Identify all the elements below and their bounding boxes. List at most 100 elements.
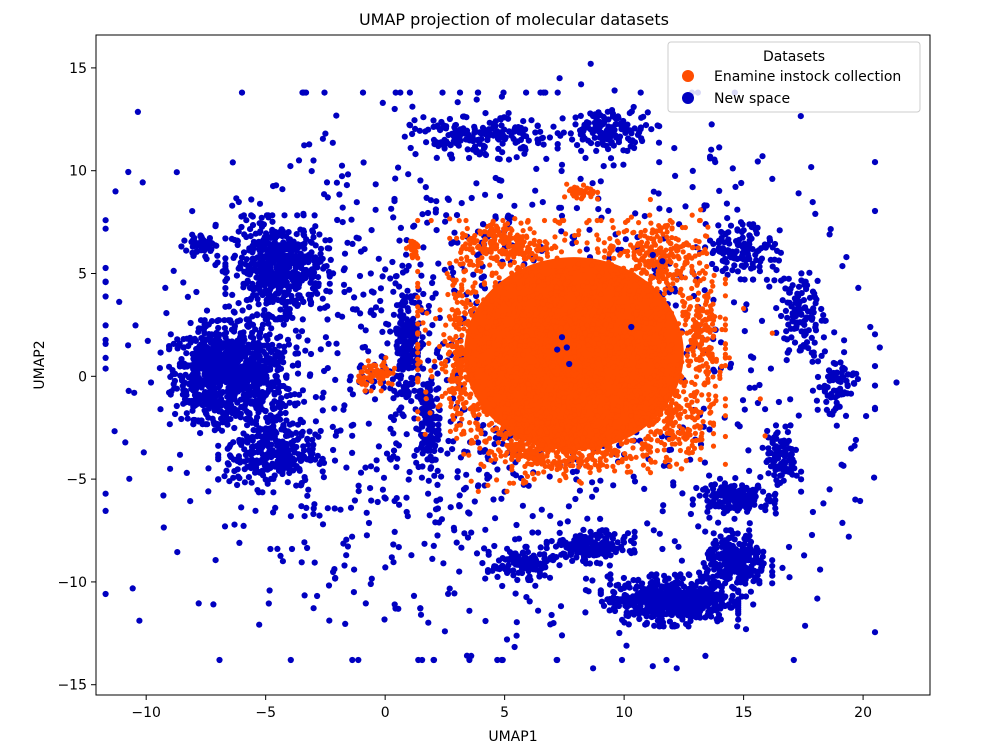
point-new-space [183, 410, 190, 417]
point-new-space [261, 433, 268, 440]
point-new-space [556, 540, 563, 547]
point-new-space [227, 441, 234, 448]
point-new-space [173, 385, 180, 392]
points-layer [102, 60, 900, 672]
point-new-space [193, 345, 200, 353]
point-new-space [253, 433, 261, 440]
point-new-space [271, 398, 278, 405]
point-new-space [417, 261, 424, 268]
point-new-space [204, 360, 211, 368]
point-new-space [255, 362, 262, 369]
point-new-space [435, 142, 442, 150]
point-new-space [708, 492, 716, 499]
point-new-space [660, 584, 668, 591]
point-new-space [231, 252, 238, 259]
point-new-space [266, 281, 273, 288]
point-new-space [548, 611, 555, 619]
point-new-space [228, 235, 235, 242]
point-new-space [387, 275, 394, 282]
point-new-space [756, 577, 763, 585]
point-new-space [288, 292, 295, 300]
point-new-space [631, 528, 638, 536]
point-new-space [271, 271, 278, 278]
point-new-space [234, 337, 241, 344]
point-new-space [484, 471, 491, 478]
point-new-space [319, 394, 326, 401]
point-new-space [641, 587, 649, 594]
point-new-space [721, 561, 728, 568]
point-new-space [546, 473, 553, 480]
point-new-space [288, 249, 295, 256]
point-new-space [246, 304, 253, 311]
point-new-space [725, 601, 732, 608]
point-new-space [490, 496, 497, 503]
point-new-space [558, 161, 566, 168]
point-new-space [398, 360, 405, 367]
point-new-space [183, 350, 190, 357]
point-new-space [373, 457, 380, 464]
point-new-space [456, 89, 464, 96]
point-new-space [669, 623, 676, 630]
point-new-space [749, 486, 757, 493]
point-new-space [234, 481, 241, 489]
point-new-space [268, 379, 275, 386]
point-new-space [651, 612, 658, 620]
point-new-space [294, 370, 302, 377]
point-new-space [730, 555, 737, 562]
point-new-space [731, 489, 738, 496]
point-new-space [839, 519, 846, 527]
point-new-space [429, 322, 436, 329]
plot-area [95, 34, 931, 696]
point-new-space [871, 159, 879, 166]
point-new-space [311, 559, 318, 566]
point-new-space [629, 138, 636, 145]
point-new-space [811, 339, 818, 346]
point-new-space [771, 472, 778, 479]
point-new-space [776, 227, 783, 234]
point-new-space [593, 147, 600, 154]
point-new-space [798, 270, 805, 277]
point-new-space [784, 314, 791, 321]
point-new-space [736, 236, 743, 244]
point-new-space [512, 139, 519, 146]
point-new-space [716, 475, 724, 482]
point-new-space [215, 356, 222, 363]
point-new-space [750, 276, 757, 283]
point-new-space [706, 548, 713, 555]
point-new-space [252, 262, 259, 269]
point-new-space [301, 245, 308, 252]
point-new-space [222, 277, 229, 285]
point-new-space [237, 259, 244, 266]
point-new-space [398, 390, 405, 398]
point-new-space [217, 378, 224, 385]
point-new-space [294, 362, 302, 369]
point-new-space [267, 412, 275, 419]
point-new-space [803, 339, 811, 346]
point-new-space [353, 199, 360, 206]
point-new-space [325, 340, 332, 347]
point-new-space [784, 429, 792, 436]
point-new-space [675, 543, 682, 550]
point-new-space [283, 417, 290, 424]
point-new-space [255, 339, 262, 347]
point-new-space [765, 445, 772, 452]
point-new-space [760, 548, 767, 555]
point-new-space [623, 582, 630, 590]
point-new-space [184, 293, 191, 300]
point-new-space [247, 226, 254, 233]
point-new-space [280, 321, 287, 328]
point-new-space [734, 206, 741, 213]
point-new-space [203, 255, 210, 263]
point-new-space [425, 477, 432, 484]
point-new-space [618, 656, 626, 664]
point-new-space [704, 508, 711, 515]
point-new-space [240, 212, 247, 219]
point-new-space [772, 505, 779, 512]
point-new-space [234, 237, 241, 244]
point-new-space [125, 387, 132, 394]
point-new-space [372, 181, 379, 188]
point-new-space [326, 237, 333, 244]
point-new-space [397, 375, 404, 382]
point-new-space [818, 305, 825, 313]
point-new-space [196, 365, 203, 372]
